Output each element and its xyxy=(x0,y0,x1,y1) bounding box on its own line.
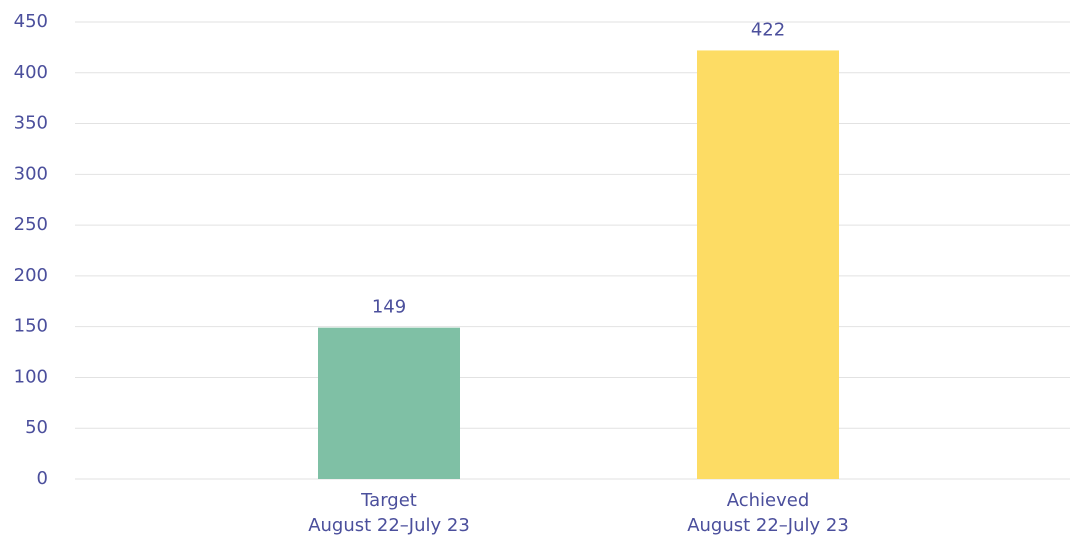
y-tick-label: 50 xyxy=(25,417,48,438)
y-tick-label: 450 xyxy=(14,11,48,32)
data-label: 149 xyxy=(372,297,406,318)
bar xyxy=(697,50,839,480)
x-tick-label: August 22–July 23 xyxy=(687,515,849,536)
y-tick-label: 400 xyxy=(14,62,48,83)
x-tick-label: Target xyxy=(360,490,417,511)
bar xyxy=(318,327,460,479)
y-tick-label: 300 xyxy=(14,163,48,184)
data-label: 422 xyxy=(751,19,785,40)
y-tick-label: 0 xyxy=(37,468,48,489)
x-tick-label: August 22–July 23 xyxy=(308,515,470,536)
y-tick-label: 250 xyxy=(14,214,48,235)
y-tick-label: 100 xyxy=(14,366,48,387)
y-tick-label: 200 xyxy=(14,265,48,286)
y-tick-label: 350 xyxy=(14,113,48,134)
x-tick-label: Achieved xyxy=(727,490,810,511)
y-tick-label: 150 xyxy=(14,316,48,337)
